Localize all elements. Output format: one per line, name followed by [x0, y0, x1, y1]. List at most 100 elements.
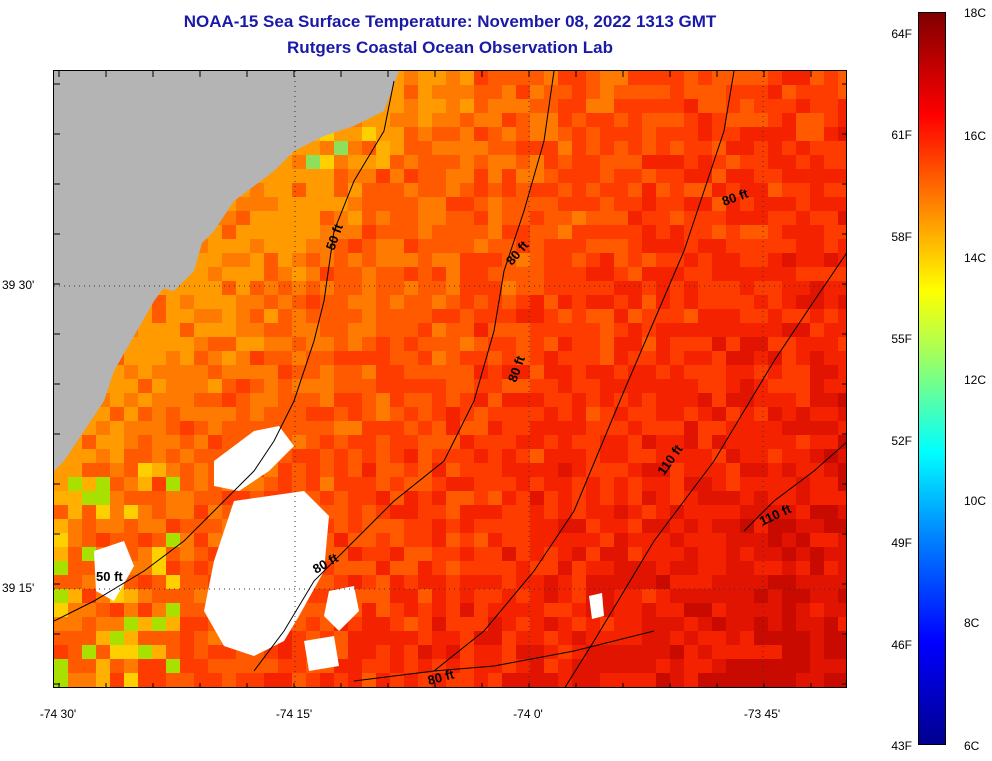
sst-cell: [810, 127, 824, 141]
sst-cell: [82, 645, 96, 659]
sst-cell: [782, 141, 796, 155]
sst-cell: [712, 393, 726, 407]
sst-cell: [838, 141, 846, 155]
sst-cell: [264, 281, 278, 295]
sst-cell: [166, 617, 180, 631]
sst-cell: [516, 617, 530, 631]
sst-cell: [432, 407, 446, 421]
sst-cell: [712, 617, 726, 631]
sst-cell: [166, 393, 180, 407]
sst-cell: [558, 673, 572, 687]
sst-cell: [488, 99, 502, 113]
sst-cell: [754, 463, 768, 477]
sst-cell: [628, 183, 642, 197]
sst-cell: [194, 379, 208, 393]
sst-cell: [376, 603, 390, 617]
sst-cell: [460, 463, 474, 477]
map-subtitle: Rutgers Coastal Ocean Observation Lab: [287, 38, 613, 57]
sst-cell: [782, 519, 796, 533]
sst-cell: [292, 687, 306, 688]
sst-cell: [502, 337, 516, 351]
sst-cell: [684, 281, 698, 295]
sst-cell: [740, 197, 754, 211]
sst-cell: [208, 253, 222, 267]
sst-cell: [376, 225, 390, 239]
sst-cell: [292, 435, 306, 449]
sst-cell: [222, 267, 236, 281]
sst-cell: [754, 197, 768, 211]
sst-cell: [362, 141, 376, 155]
sst-cell: [222, 351, 236, 365]
sst-cell: [810, 407, 824, 421]
sst-cell: [488, 449, 502, 463]
sst-cell: [432, 267, 446, 281]
sst-cell: [768, 323, 782, 337]
sst-cell: [362, 365, 376, 379]
sst-cell: [642, 309, 656, 323]
sst-cell: [278, 351, 292, 365]
sst-cell: [586, 323, 600, 337]
sst-cell: [446, 449, 460, 463]
sst-cell: [824, 155, 838, 169]
sst-cell: [586, 379, 600, 393]
sst-cell: [782, 575, 796, 589]
sst-cell: [782, 309, 796, 323]
sst-cell: [404, 351, 418, 365]
sst-cell: [768, 85, 782, 99]
sst-cell: [418, 421, 432, 435]
sst-cell: [152, 309, 166, 323]
sst-cell: [572, 603, 586, 617]
sst-cell: [698, 141, 712, 155]
sst-cell: [474, 113, 488, 127]
sst-cell: [712, 561, 726, 575]
sst-cell: [670, 645, 684, 659]
sst-cell: [628, 267, 642, 281]
sst-cell: [544, 323, 558, 337]
sst-cell: [474, 71, 488, 85]
sst-cell: [516, 547, 530, 561]
sst-cell: [572, 687, 586, 688]
sst-cell: [614, 603, 628, 617]
contour-80ft-c: [353, 630, 655, 682]
sst-cell: [642, 267, 656, 281]
sst-cell: [516, 155, 530, 169]
sst-cell: [572, 267, 586, 281]
sst-cell: [306, 617, 320, 631]
sst-cell: [558, 617, 572, 631]
sst-cell: [390, 141, 404, 155]
sst-cell: [838, 617, 846, 631]
sst-cell: [418, 589, 432, 603]
sst-cell: [600, 365, 614, 379]
sst-cell: [614, 463, 628, 477]
sst-cell: [600, 281, 614, 295]
sst-cell: [600, 323, 614, 337]
sst-cell: [334, 267, 348, 281]
sst-cell: [460, 673, 474, 687]
sst-cell: [376, 323, 390, 337]
sst-cell: [250, 309, 264, 323]
sst-cell: [320, 379, 334, 393]
sst-cell: [306, 687, 320, 688]
sst-cell: [208, 505, 222, 519]
colorbar-f-label: 43F: [891, 739, 912, 753]
sst-cell: [320, 309, 334, 323]
sst-cell: [768, 477, 782, 491]
sst-cell: [642, 603, 656, 617]
sst-cell: [586, 505, 600, 519]
sst-cell: [782, 267, 796, 281]
sst-cell: [796, 533, 810, 547]
sst-cell: [446, 673, 460, 687]
sst-cell: [236, 267, 250, 281]
sst-cell: [418, 99, 432, 113]
sst-cell: [306, 449, 320, 463]
sst-cell: [572, 365, 586, 379]
sst-cell: [712, 365, 726, 379]
sst-cell: [460, 281, 474, 295]
sst-cell: [194, 309, 208, 323]
sst-cell: [278, 379, 292, 393]
sst-cell: [670, 575, 684, 589]
sst-cell: [138, 589, 152, 603]
contour-80ft: [253, 71, 555, 672]
sst-cell: [726, 603, 740, 617]
sst-cell: [390, 575, 404, 589]
